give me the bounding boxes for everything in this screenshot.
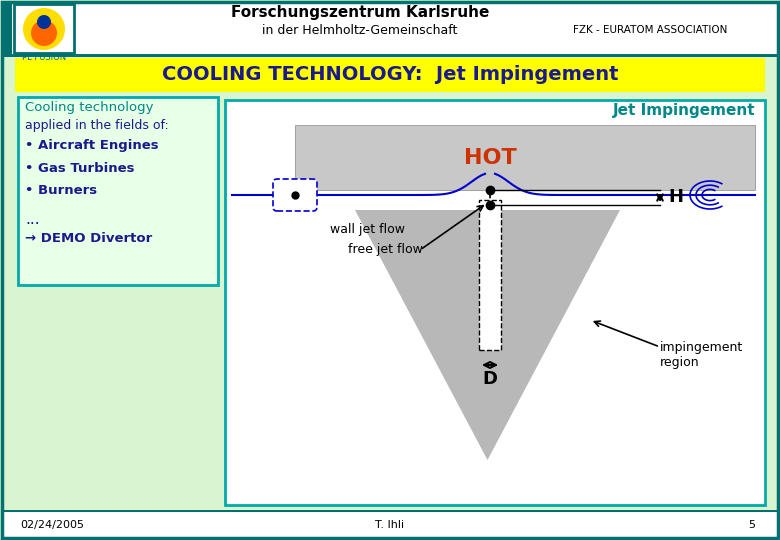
Bar: [2, 2, 12, 55]
Circle shape: [55, 14, 58, 18]
Text: D: D: [483, 370, 498, 388]
Bar: [225, 100, 765, 505]
Text: HOT: HOT: [463, 148, 516, 168]
Bar: [295, 125, 755, 190]
Bar: [2, 512, 778, 538]
Bar: [2, 510, 778, 512]
Circle shape: [31, 20, 57, 46]
Text: • Burners: • Burners: [25, 184, 98, 197]
FancyBboxPatch shape: [273, 179, 317, 211]
Circle shape: [55, 40, 58, 44]
Text: 02/24/2005: 02/24/2005: [20, 520, 84, 530]
Circle shape: [30, 14, 34, 18]
Text: ...: ...: [25, 213, 40, 227]
Circle shape: [24, 27, 28, 31]
Text: impingement
region: impingement region: [660, 341, 743, 369]
Text: COOLING TECHNOLOGY:  Jet Impingement: COOLING TECHNOLOGY: Jet Impingement: [161, 65, 619, 84]
Bar: [15, 95, 765, 510]
Text: • Aircraft Engines: • Aircraft Engines: [25, 139, 158, 152]
Circle shape: [30, 40, 34, 44]
Bar: [479, 200, 501, 350]
Text: wall jet flow: wall jet flow: [330, 224, 405, 237]
Text: H: H: [668, 188, 683, 206]
Text: Cooling technology: Cooling technology: [25, 100, 154, 113]
Circle shape: [23, 8, 65, 50]
Circle shape: [60, 27, 64, 31]
Bar: [2, 54, 778, 57]
Polygon shape: [355, 210, 620, 460]
Text: FZK - EURATOM ASSOCIATION: FZK - EURATOM ASSOCIATION: [573, 25, 727, 35]
Text: T. Ihli: T. Ihli: [375, 520, 405, 530]
Text: Jet Impingement: Jet Impingement: [612, 103, 755, 118]
Circle shape: [42, 45, 46, 49]
Text: free jet flow: free jet flow: [348, 244, 423, 256]
Bar: [14, 4, 74, 53]
Text: Forschungszentrum Karlsruhe: Forschungszentrum Karlsruhe: [231, 5, 489, 21]
Text: • Gas Turbines: • Gas Turbines: [25, 161, 134, 174]
Bar: [2, 2, 778, 55]
Text: in der Helmholtz-Gemeinschaft: in der Helmholtz-Gemeinschaft: [262, 24, 458, 37]
Text: applied in the fields of:: applied in the fields of:: [25, 118, 168, 132]
Bar: [18, 97, 218, 285]
Circle shape: [37, 15, 51, 29]
Text: PL FUSION: PL FUSION: [22, 53, 66, 62]
Text: → DEMO Divertor: → DEMO Divertor: [25, 232, 152, 245]
Circle shape: [42, 9, 46, 13]
Bar: [15, 58, 765, 92]
Text: 5: 5: [748, 520, 755, 530]
